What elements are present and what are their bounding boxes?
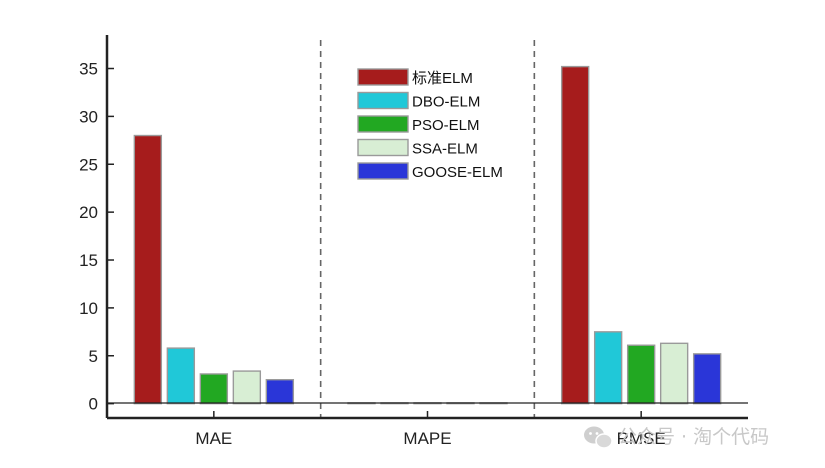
group-separators bbox=[319, 40, 536, 418]
y-tick-label: 30 bbox=[79, 107, 98, 126]
bar-mae-elm bbox=[133, 134, 163, 405]
legend: 标准ELM DBO-ELM PSO-ELM SSA-ELM GOOSE-ELM bbox=[357, 68, 503, 181]
legend-label: 标准ELM bbox=[412, 70, 473, 87]
x-category-label: RMSE bbox=[617, 429, 666, 448]
watermark: 公众号 · 淘个代码 bbox=[584, 426, 769, 449]
wechat-icon bbox=[584, 426, 613, 449]
x-category-labels: MAE MAPE RMSE bbox=[195, 429, 665, 448]
x-category-label: MAE bbox=[195, 429, 232, 448]
y-tick-label: 10 bbox=[79, 299, 98, 318]
legend-swatch bbox=[357, 91, 409, 110]
legend-swatch bbox=[357, 138, 409, 157]
y-tick-label: 20 bbox=[79, 203, 98, 222]
bar-rmse-goose-elm bbox=[692, 353, 722, 405]
x-category-label: MAPE bbox=[403, 429, 451, 448]
y-tick-label: 0 bbox=[89, 395, 98, 414]
y-tick-label: 5 bbox=[89, 347, 98, 366]
bar-rmse-elm bbox=[560, 65, 590, 405]
legend-swatch bbox=[357, 162, 409, 180]
legend-label: PSO-ELM bbox=[412, 117, 480, 134]
legend-label: GOOSE-ELM bbox=[412, 164, 503, 181]
bar-rmse-pso-elm bbox=[626, 344, 656, 405]
bar-mae-goose-elm bbox=[265, 379, 295, 405]
y-ticks: 0 5 10 15 20 25 30 35 bbox=[79, 60, 114, 414]
y-tick-label: 35 bbox=[79, 60, 98, 79]
bar-mae-ssa-elm bbox=[232, 370, 262, 405]
bar-rmse-dbo-elm bbox=[593, 331, 623, 405]
bar-rmse-ssa-elm bbox=[659, 342, 689, 405]
watermark-text: 公众号 · 淘个代码 bbox=[618, 426, 769, 448]
y-tick-label: 25 bbox=[79, 155, 98, 174]
legend-label: SSA-ELM bbox=[412, 141, 478, 158]
bar-mae-dbo-elm bbox=[166, 347, 196, 405]
bar-mae-pso-elm bbox=[199, 373, 229, 405]
legend-swatch bbox=[357, 115, 409, 133]
axes-layer bbox=[105, 35, 748, 420]
legend-label: DBO-ELM bbox=[412, 94, 480, 111]
y-tick-label: 15 bbox=[79, 251, 98, 270]
legend-swatch bbox=[357, 68, 409, 86]
